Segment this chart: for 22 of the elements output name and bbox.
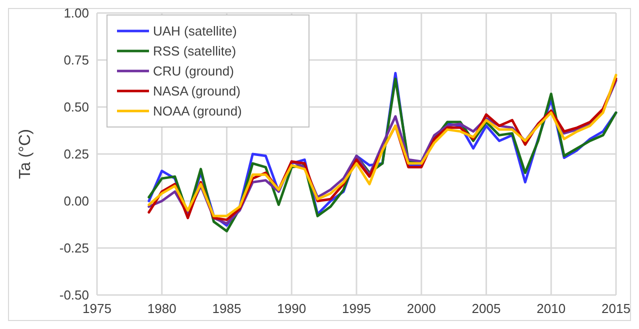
x-tick-label: 2015	[602, 301, 630, 316]
y-tick-label: -0.25	[59, 240, 89, 256]
y-tick-label: 0.00	[64, 194, 89, 208]
x-tick-label: 2005	[472, 301, 501, 316]
x-tick-label: 1985	[212, 301, 242, 316]
y-tick-label: 0.75	[64, 52, 89, 68]
y-tick-label: 0.50	[64, 100, 89, 114]
legend-label: UAH (satellite)	[153, 24, 237, 38]
legend-label: RSS (satellite)	[153, 44, 236, 58]
x-tick-label: 1995	[342, 301, 371, 316]
y-tick-label: 0.25	[64, 146, 89, 162]
x-tick-label: 1975	[82, 301, 112, 316]
x-tick-label: 2010	[536, 301, 566, 316]
x-tick-label: 2000	[406, 301, 436, 316]
y-axis-title: Ta (°C)	[17, 129, 34, 179]
legend-label: NASA (ground)	[153, 84, 240, 98]
y-tick-label: -0.50	[59, 288, 89, 302]
legend-label: NOAA (ground)	[153, 104, 242, 118]
y-tick-label: 1.00	[64, 6, 89, 20]
x-tick-label: 1990	[277, 301, 306, 316]
legend-label: CRU (ground)	[153, 64, 234, 78]
x-tick-label: 1980	[147, 301, 176, 316]
